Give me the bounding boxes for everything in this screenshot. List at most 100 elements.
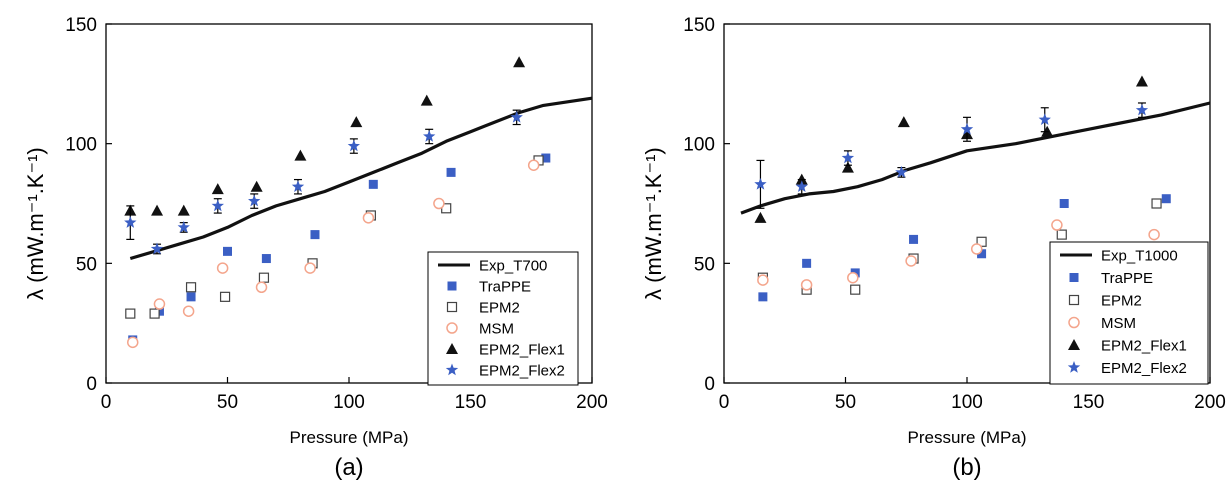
legend: Exp_T1000 TraPPE EPM2 MSM EPM2_Flex1 EPM2_Fle… — [1049, 241, 1209, 385]
y-tick-label: 150 — [65, 15, 97, 36]
data-point — [151, 204, 164, 216]
x-tick-label: 50 — [217, 392, 238, 413]
series-epm2-flex2 — [124, 109, 523, 255]
data-point — [423, 130, 436, 142]
data-point — [216, 262, 229, 274]
y-tick-label: 100 — [65, 135, 97, 156]
data-point — [1151, 198, 1162, 209]
data-point — [1135, 75, 1148, 87]
data-point — [153, 298, 166, 310]
data-point — [182, 305, 195, 317]
data-point — [895, 165, 908, 178]
data-point — [255, 281, 268, 294]
data-point — [250, 180, 263, 192]
legend-box — [427, 251, 579, 386]
data-point — [1059, 199, 1069, 208]
data-point — [1051, 219, 1063, 231]
y-tick-label: 0 — [704, 374, 715, 395]
legend: Exp_T700 TraPPE EPM2 MSM EPM2_Flex1 EPM2_Flex… — [427, 251, 579, 386]
data-point — [909, 234, 919, 244]
data-point — [1056, 229, 1067, 240]
legend-swatch — [446, 301, 458, 313]
data-point — [368, 179, 378, 189]
y-tick-label: 150 — [683, 15, 715, 36]
panel-label: (b) — [952, 454, 981, 481]
series-epm2-flex2 — [754, 102, 1149, 209]
data-point — [433, 197, 445, 210]
y-axis-label: λ (mW.m⁻¹.K⁻¹) — [23, 147, 48, 300]
data-point — [847, 271, 859, 284]
series-epm2-flex1 — [754, 75, 1148, 223]
data-point — [177, 220, 190, 233]
x-tick-label: 50 — [835, 392, 856, 413]
data-point — [304, 262, 316, 274]
x-axis-label: Pressure (MPa) — [289, 428, 408, 447]
data-point — [446, 167, 456, 177]
data-point — [350, 116, 363, 128]
data-point — [800, 279, 813, 291]
legend-swatch — [445, 363, 459, 376]
x-tick-label: 100 — [951, 392, 983, 413]
data-point — [185, 282, 197, 293]
series-line — [740, 101, 1211, 215]
data-point — [841, 151, 855, 164]
data-point — [1161, 194, 1171, 204]
y-tick-label: 50 — [694, 254, 715, 275]
series-msm — [757, 219, 1160, 291]
y-tick-label: 0 — [86, 374, 97, 395]
data-point — [970, 243, 983, 255]
data-point — [211, 199, 224, 212]
x-tick-label: 0 — [719, 392, 730, 413]
data-point — [758, 292, 768, 302]
legend-label: MSM — [1101, 315, 1136, 332]
data-point — [150, 242, 164, 255]
data-point — [347, 139, 360, 152]
data-point — [124, 216, 137, 228]
legend-label: EPM2 — [1101, 293, 1142, 310]
legend-swatch — [1068, 339, 1080, 350]
y-tick-label: 50 — [76, 254, 97, 275]
chart-panel-b: 0 50 100 150 200 0 50 100 150 Pressure (MPa) λ (mW… — [641, 15, 1226, 481]
data-point — [802, 258, 812, 268]
data-point — [261, 254, 271, 264]
data-point — [362, 212, 375, 224]
data-point — [420, 94, 433, 106]
x-tick-label: 150 — [455, 392, 487, 413]
legend-swatch — [1068, 294, 1080, 306]
x-tick-label: 200 — [1194, 392, 1226, 413]
series-exp-t1000 — [740, 101, 1211, 215]
data-point — [149, 308, 160, 319]
data-point — [1135, 103, 1149, 116]
legend-label: Exp_T700 — [479, 258, 547, 275]
data-point — [291, 180, 305, 192]
data-point — [541, 153, 551, 163]
legend-label: MSM — [479, 321, 514, 338]
data-point — [754, 211, 767, 223]
x-tick-label: 200 — [576, 392, 608, 413]
data-point — [841, 161, 854, 173]
data-point — [248, 194, 261, 207]
x-tick-label: 150 — [1073, 392, 1105, 413]
data-point — [850, 284, 861, 295]
legend-swatch — [1067, 361, 1081, 373]
data-point — [186, 292, 196, 302]
data-point — [795, 180, 808, 192]
y-axis-label: λ (mW.m⁻¹.K⁻¹) — [641, 147, 666, 300]
data-point — [310, 230, 320, 240]
data-point — [897, 116, 910, 128]
legend-swatch — [446, 343, 458, 354]
data-point — [177, 204, 190, 216]
data-point — [125, 308, 136, 319]
legend-label: TraPPE — [479, 279, 531, 296]
legend-label: EPM2_Flex1 — [479, 342, 565, 359]
data-point — [757, 274, 769, 286]
data-point — [1148, 228, 1160, 241]
series-exp-t700 — [129, 96, 593, 261]
data-point — [510, 110, 523, 123]
legend-label: TraPPE — [1101, 270, 1153, 287]
legend-swatch — [446, 322, 458, 334]
data-point — [513, 56, 526, 68]
legend-label: EPM2_Flex2 — [479, 363, 565, 380]
data-point — [211, 183, 224, 195]
